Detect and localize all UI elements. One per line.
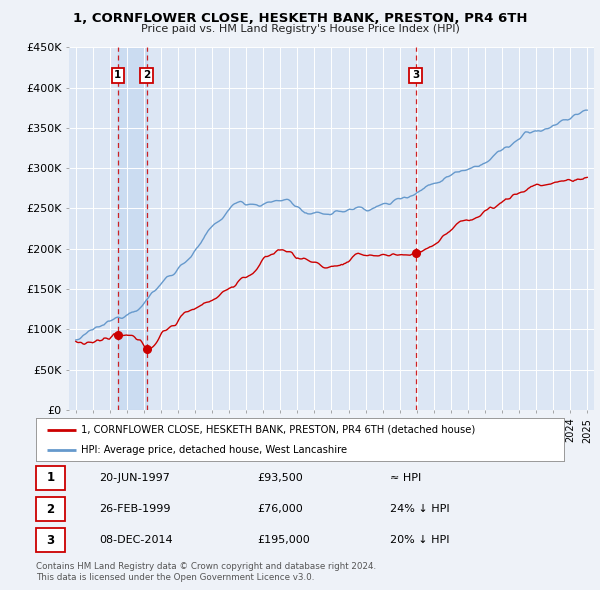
Text: £93,500: £93,500 xyxy=(258,473,304,483)
Text: 1, CORNFLOWER CLOSE, HESKETH BANK, PRESTON, PR4 6TH (detached house): 1, CORNFLOWER CLOSE, HESKETH BANK, PREST… xyxy=(81,425,475,434)
Text: 20% ↓ HPI: 20% ↓ HPI xyxy=(390,535,449,545)
FancyBboxPatch shape xyxy=(36,528,65,552)
FancyBboxPatch shape xyxy=(36,497,65,521)
Text: 24% ↓ HPI: 24% ↓ HPI xyxy=(390,504,449,514)
Text: 1: 1 xyxy=(46,471,55,484)
Text: Price paid vs. HM Land Registry's House Price Index (HPI): Price paid vs. HM Land Registry's House … xyxy=(140,24,460,34)
Text: 1, CORNFLOWER CLOSE, HESKETH BANK, PRESTON, PR4 6TH: 1, CORNFLOWER CLOSE, HESKETH BANK, PREST… xyxy=(73,12,527,25)
Text: ≈ HPI: ≈ HPI xyxy=(390,473,421,483)
Text: 1: 1 xyxy=(114,70,122,80)
Text: £195,000: £195,000 xyxy=(258,535,311,545)
Text: 2: 2 xyxy=(46,503,55,516)
Text: 2: 2 xyxy=(143,70,150,80)
Text: HPI: Average price, detached house, West Lancashire: HPI: Average price, detached house, West… xyxy=(81,445,347,455)
Text: 3: 3 xyxy=(46,534,55,547)
Text: 3: 3 xyxy=(412,70,419,80)
FancyBboxPatch shape xyxy=(36,466,65,490)
Text: 20-JUN-1997: 20-JUN-1997 xyxy=(100,473,170,483)
Text: 08-DEC-2014: 08-DEC-2014 xyxy=(100,535,173,545)
Text: Contains HM Land Registry data © Crown copyright and database right 2024.
This d: Contains HM Land Registry data © Crown c… xyxy=(36,562,376,582)
Text: £76,000: £76,000 xyxy=(258,504,304,514)
Text: 26-FEB-1999: 26-FEB-1999 xyxy=(100,504,171,514)
Bar xyxy=(118,47,146,410)
